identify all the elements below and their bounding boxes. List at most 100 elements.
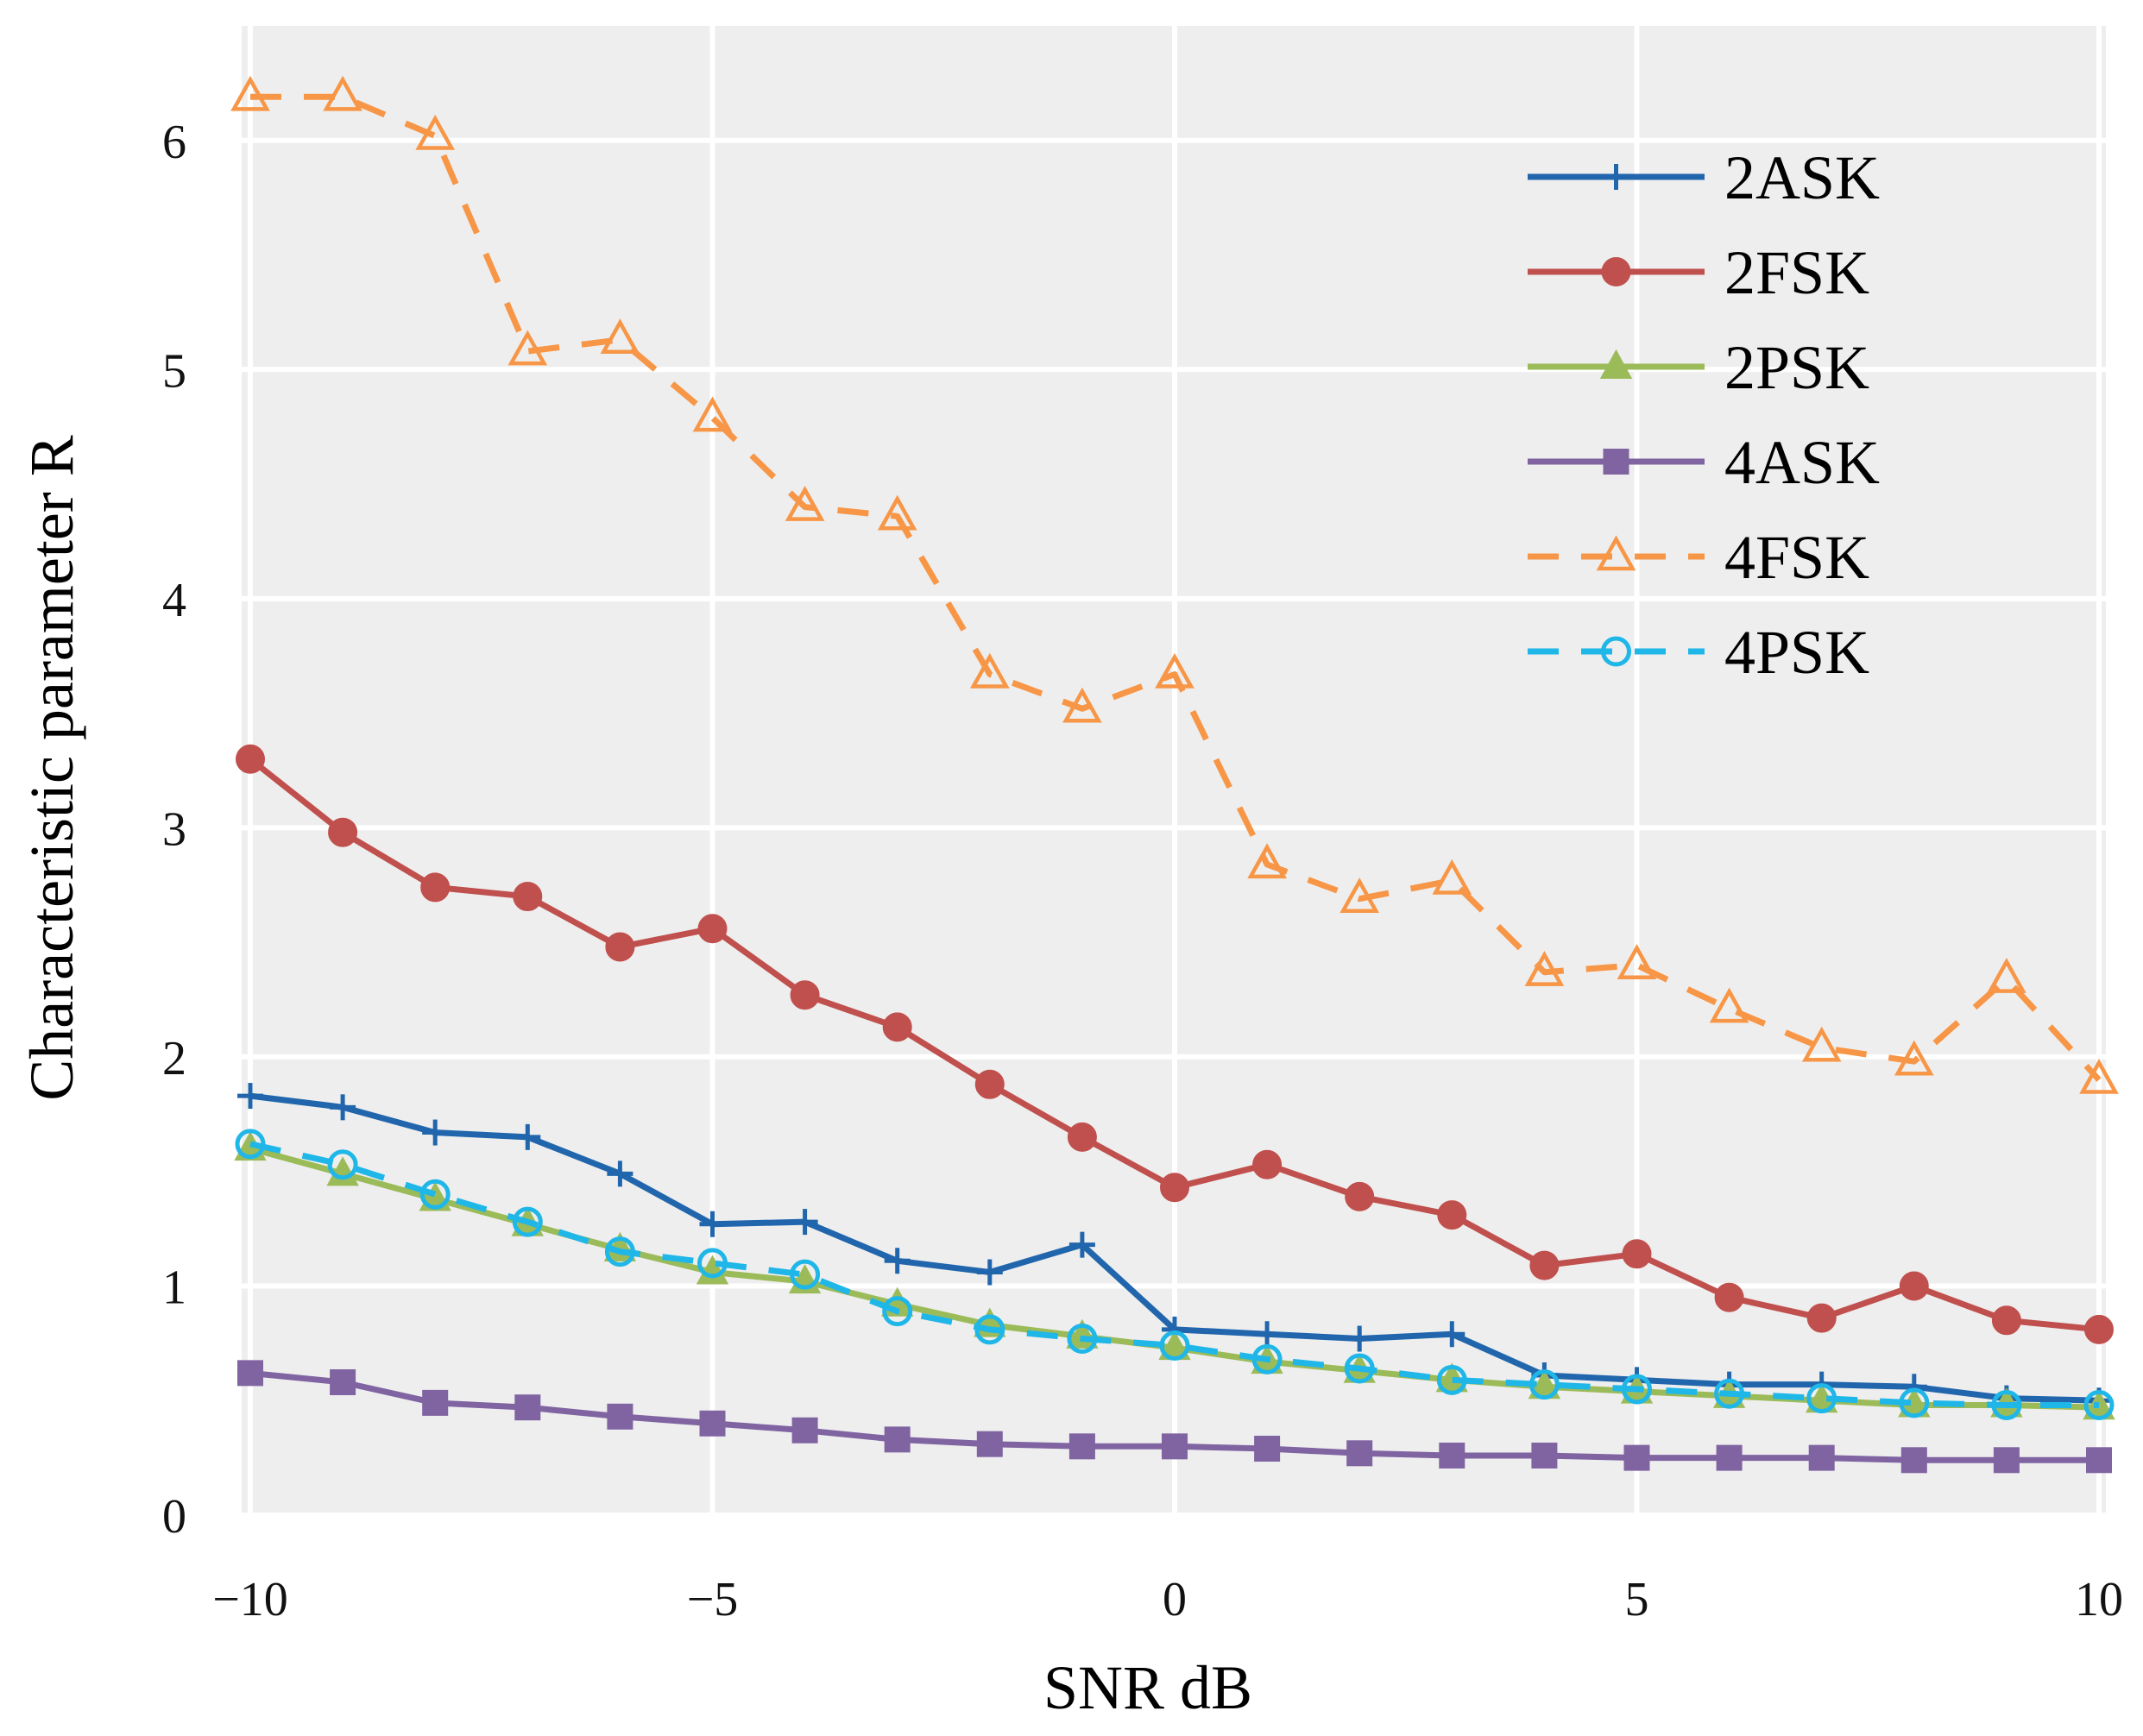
data-point-4fsk [877, 494, 917, 531]
data-point-2ask [976, 1259, 1003, 1286]
data-point-4fsk [507, 330, 548, 366]
marker-shape [235, 1129, 266, 1160]
marker-shape [1062, 687, 1102, 723]
data-point-2ask [1346, 1325, 1373, 1352]
marker-shape [1596, 535, 1636, 571]
data-point-4ask [884, 1426, 911, 1453]
marker-shape [1801, 1026, 1842, 1062]
marker-shape [696, 1255, 729, 1285]
series-line-4fsk [250, 93, 2102, 1082]
data-point-2ask [330, 1094, 356, 1121]
x-axis-title: SNR dB [1043, 1653, 1252, 1722]
marker-shape [974, 1314, 1005, 1345]
x-tick-label: −10 [212, 1573, 288, 1626]
data-point-4fsk [969, 652, 1010, 689]
data-point-4psk [1714, 1378, 1745, 1409]
data-point-4fsk [2079, 1058, 2119, 1094]
marker-shape [2083, 1390, 2115, 1421]
data-point-4psk [1899, 1387, 1930, 1418]
data-point-4psk [1806, 1383, 1837, 1414]
data-point-4ask [1623, 1444, 1650, 1471]
marker-shape [236, 744, 265, 774]
data-point-2fsk [1437, 1200, 1467, 1230]
data-point-4psk [1991, 1390, 2022, 1421]
marker-shape [1067, 1122, 1097, 1152]
marker-shape [2086, 1447, 2112, 1474]
data-point-4psk [882, 1296, 913, 1327]
data-point-4psk [1528, 1369, 1560, 1400]
data-point-2fsk [1622, 1239, 1652, 1269]
data-point-4psk [419, 1179, 451, 1210]
marker-shape [326, 1156, 359, 1186]
data-point-2ask [791, 1209, 818, 1236]
marker-shape [1067, 1324, 1098, 1355]
marker-shape [1247, 843, 1287, 879]
marker-shape [1900, 1447, 1927, 1474]
data-point-4fsk [1617, 944, 1657, 979]
data-point-4psk [2083, 1390, 2115, 1421]
data-point-2fsk [1529, 1250, 1560, 1280]
data-point-4psk [1159, 1330, 1190, 1362]
marker-shape [882, 1296, 913, 1327]
marker-shape [327, 1149, 358, 1180]
data-point-4fsk [1339, 877, 1380, 913]
marker-shape [1599, 349, 1633, 379]
data-point-4fsk [1709, 987, 1749, 1023]
data-point-4fsk [1987, 958, 2026, 993]
data-point-2fsk [1345, 1181, 1375, 1211]
data-point-2psk [326, 1156, 359, 1186]
marker-shape [1437, 1200, 1467, 1230]
data-point-4ask [330, 1368, 356, 1395]
data-point-2fsk [1991, 1305, 2021, 1336]
marker-shape [1439, 1442, 1465, 1469]
marker-shape [1601, 636, 1631, 667]
data-point-2ask [607, 1160, 633, 1187]
marker-shape [1160, 1173, 1189, 1203]
data-point-2psk [696, 1255, 729, 1285]
marker-shape [1531, 1442, 1558, 1469]
legend-marker [1599, 349, 1633, 379]
marker-shape [1899, 1387, 1930, 1418]
x-tick-label: −5 [687, 1573, 739, 1626]
data-point-4psk [327, 1149, 358, 1180]
marker-shape [1993, 1447, 2020, 1474]
marker-shape [692, 396, 733, 432]
data-point-4psk [604, 1236, 635, 1267]
marker-shape [1251, 1343, 1283, 1374]
legend-marker [1603, 164, 1629, 190]
marker-shape [1622, 1239, 1652, 1269]
data-point-4psk [1622, 1374, 1652, 1405]
data-point-4psk [790, 1259, 821, 1290]
legend-item-4psk: 4PSK [1528, 618, 1869, 687]
marker-shape [2084, 1314, 2114, 1344]
data-point-4fsk [785, 486, 825, 521]
marker-shape [230, 75, 270, 111]
legend-label: 4PSK [1724, 618, 1869, 687]
marker-shape [976, 1431, 1003, 1457]
marker-shape [790, 980, 820, 1010]
data-point-4ask [1808, 1444, 1835, 1471]
data-point-4ask [514, 1394, 541, 1421]
legend-item-2fsk: 2FSK [1528, 238, 1869, 307]
data-point-2fsk [882, 1012, 912, 1042]
x-tick-label: 5 [1625, 1573, 1649, 1626]
y-tick-label: 2 [162, 1032, 186, 1085]
marker-shape [884, 1426, 911, 1453]
marker-shape [791, 1417, 818, 1444]
x-tick-label: 0 [1163, 1573, 1187, 1626]
y-tick-label: 0 [162, 1490, 186, 1544]
data-point-4ask [1346, 1440, 1373, 1467]
data-point-4ask [1254, 1435, 1281, 1462]
data-point-4fsk [1247, 843, 1287, 879]
data-point-4ask [791, 1417, 818, 1444]
series-layer [230, 75, 2119, 1474]
data-point-4fsk [692, 396, 733, 432]
marker-shape [420, 872, 451, 903]
marker-shape [514, 1394, 541, 1421]
data-point-2fsk [974, 1069, 1005, 1099]
legend-item-2psk: 2PSK [1528, 333, 1869, 402]
data-point-2ask [1254, 1321, 1281, 1348]
marker-shape [1714, 1282, 1744, 1312]
marker-shape [1806, 1383, 1837, 1414]
marker-shape [1709, 987, 1749, 1023]
